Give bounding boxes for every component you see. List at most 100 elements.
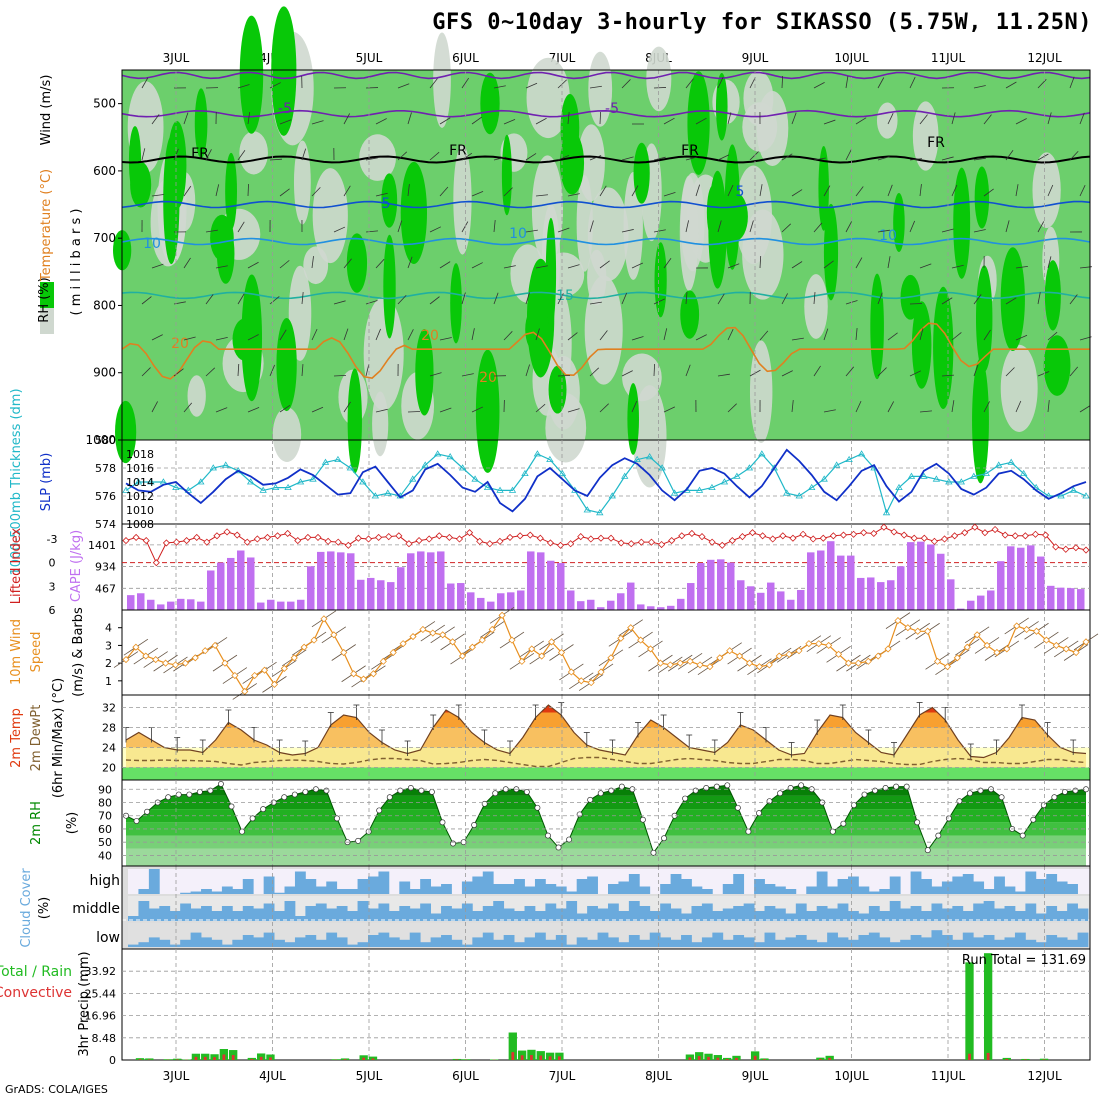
- wind10m-point: [260, 666, 269, 674]
- cloud-level-label: middle: [72, 901, 120, 917]
- rh2m-point: [661, 835, 667, 842]
- wind-barb: [439, 407, 452, 413]
- contour-label: 15: [556, 288, 574, 304]
- wind-barb: [567, 264, 580, 269]
- cloud-bar-middle: [315, 903, 327, 921]
- rh-dry-patch: [679, 175, 699, 291]
- cloud-bar-low: [128, 944, 139, 947]
- wind-barb: [205, 149, 212, 161]
- rh2m-point: [777, 790, 784, 797]
- cape-bar: [667, 605, 675, 610]
- wind-barb: [983, 329, 991, 341]
- cape-bar: [1007, 546, 1015, 610]
- cloud-bar-low: [743, 937, 755, 947]
- temp-fill-band: [126, 747, 1086, 768]
- thickness-point: [284, 483, 292, 490]
- wind-barb: [845, 149, 852, 161]
- rh2m-point: [545, 832, 551, 839]
- lifted-index-point: [789, 534, 797, 542]
- credit-text: GrADS: COLA/IGES: [5, 1083, 108, 1096]
- wind-barb: [237, 149, 246, 161]
- wind-barb: [589, 220, 594, 233]
- rh2m-point: [249, 815, 256, 822]
- cloud-bar-high: [232, 889, 244, 894]
- wind10m-point: [498, 611, 506, 619]
- rh2m-point: [334, 815, 340, 822]
- wind-barb: [973, 85, 986, 89]
- wind-barb: [343, 258, 352, 269]
- wind-barb: [311, 406, 324, 413]
- wind10m-point: [914, 627, 922, 635]
- cape-bar: [957, 608, 965, 610]
- cape-bar: [457, 583, 465, 610]
- rh2m-point: [186, 791, 193, 798]
- wind-barb: [461, 292, 466, 305]
- wind-barb: [173, 368, 184, 377]
- cloud-bar-middle: [128, 916, 139, 921]
- wind10m-point: [1042, 636, 1050, 644]
- rh2m-point: [861, 791, 868, 798]
- cloud-bar-high: [879, 889, 891, 894]
- rh2m-point: [397, 787, 404, 794]
- rh2m-point: [207, 787, 214, 794]
- cape-bar: [967, 600, 975, 610]
- rh-moist-patch: [501, 134, 512, 216]
- precip-conv-bar: [1005, 1058, 1009, 1060]
- rh-moist-patch: [381, 173, 398, 228]
- wind10m-point: [577, 677, 585, 685]
- slp-tick-label: 1010: [126, 504, 154, 517]
- cloud-bar-middle: [242, 906, 254, 921]
- rh-moist-patch: [687, 71, 710, 175]
- rh2m-point: [428, 788, 435, 795]
- cape-bar: [297, 599, 305, 610]
- cloud-bar-low: [294, 937, 306, 947]
- thickness-point: [471, 475, 479, 482]
- wind-barb: [1069, 76, 1075, 89]
- wind-barb: [471, 190, 484, 197]
- cape-bar: [467, 592, 475, 610]
- cape-bar: [227, 557, 235, 610]
- cloud-bar-middle: [597, 908, 609, 921]
- rh2m-point: [798, 782, 805, 789]
- cloud-bar-high: [201, 889, 212, 894]
- wind-barb: [279, 260, 290, 269]
- wind-barb: [365, 230, 378, 233]
- cloud-bar-low: [1046, 935, 1058, 947]
- wind10m-point: [1062, 645, 1070, 653]
- rh2m-point: [144, 808, 151, 815]
- rh2m-point: [1030, 816, 1037, 823]
- pressure-tick-label: 900: [93, 366, 116, 380]
- wind10m-point: [201, 647, 209, 655]
- wind-barb: [951, 332, 962, 341]
- wind-barb: [791, 189, 803, 197]
- wind-barb: [557, 293, 564, 305]
- thickness-point: [1057, 492, 1065, 499]
- cloud-bar-low: [722, 939, 734, 947]
- wind10m-point: [637, 636, 645, 644]
- lifted-index-point: [971, 523, 979, 531]
- wind-barb: [503, 187, 513, 197]
- cloud-bar-middle: [649, 911, 661, 921]
- wind-barb: [653, 363, 656, 377]
- thickness-axis-label: 1000-500mb Thickness (dm): [9, 388, 24, 575]
- cape-bar: [637, 604, 645, 610]
- rh-moist-patch: [818, 146, 829, 231]
- wind-barb: [727, 403, 737, 413]
- cloud-bar-high: [1004, 886, 1016, 894]
- cape-bar: [1067, 588, 1075, 610]
- precip-total-bar: [256, 1053, 266, 1060]
- wind-barb: [567, 408, 580, 413]
- rh2m-point: [323, 787, 330, 794]
- cloud-bar-middle: [534, 911, 546, 921]
- wind-barb: [717, 293, 725, 305]
- cloud-bar-high: [555, 886, 567, 894]
- wind-barb: [301, 292, 304, 305]
- cloud-bar-middle: [201, 906, 212, 921]
- wind-barb: [247, 407, 260, 413]
- lifted-index-point: [556, 541, 565, 549]
- thickness-point: [832, 461, 841, 468]
- wind-barb: [813, 292, 816, 305]
- cape-bar: [337, 552, 345, 610]
- cloud-bar-low: [816, 942, 828, 947]
- lifted-index-point: [243, 538, 251, 546]
